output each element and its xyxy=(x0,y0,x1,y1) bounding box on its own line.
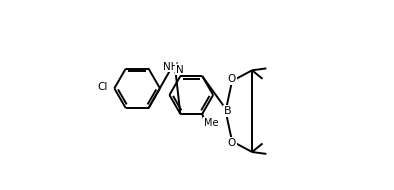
Text: Me: Me xyxy=(204,118,218,128)
Text: NH: NH xyxy=(163,62,178,71)
Text: N: N xyxy=(176,65,183,74)
Text: O: O xyxy=(227,138,236,148)
Text: O: O xyxy=(227,74,236,84)
Text: B: B xyxy=(223,106,231,116)
Text: Cl: Cl xyxy=(97,82,108,92)
